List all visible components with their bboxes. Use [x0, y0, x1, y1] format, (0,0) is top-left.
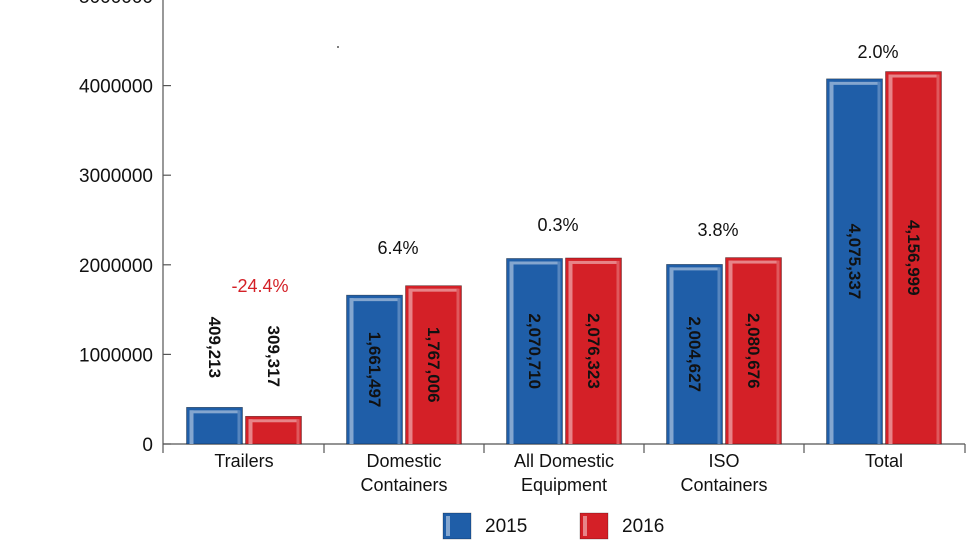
- y-tick-label: 4000000: [79, 77, 153, 98]
- bar-2016: [565, 257, 622, 445]
- bar-highlight-right: [616, 260, 620, 444]
- bar-body: [885, 71, 942, 445]
- bar-highlight-top: [888, 74, 939, 78]
- bar-highlight: [888, 74, 893, 444]
- bar-highlight-right: [936, 74, 940, 444]
- stray-dot: [337, 46, 339, 48]
- bar-body: [725, 257, 782, 445]
- value-label: 2,070,710: [525, 313, 544, 389]
- bar-highlight: [349, 298, 354, 444]
- value-label: 2,080,676: [744, 313, 763, 389]
- change-label: -24.4%: [231, 276, 288, 296]
- category-label: Total: [865, 451, 903, 471]
- bar-highlight-top: [669, 267, 720, 271]
- bar-body: [666, 264, 723, 445]
- legend-item-2015: 2015: [442, 512, 527, 540]
- bar-highlight: [189, 410, 194, 444]
- bar-highlight: [829, 81, 834, 445]
- bar-2015: [826, 78, 883, 445]
- bar-highlight-top: [408, 288, 459, 292]
- bar-highlight: [248, 419, 253, 444]
- bar-highlight-right: [776, 260, 780, 444]
- bar-body: [405, 285, 462, 445]
- bar-2016: [405, 285, 462, 445]
- category-label: Trailers: [214, 451, 273, 471]
- bar-2016: [725, 257, 782, 445]
- value-label: 2,004,627: [685, 316, 704, 392]
- y-tick-label: 1000000: [79, 345, 153, 366]
- value-label: 409,213: [205, 317, 224, 378]
- y-tick-label: 3000000: [79, 166, 153, 187]
- change-label: 0.3%: [537, 215, 578, 235]
- bar-body: [346, 294, 403, 445]
- bar-2015: [666, 264, 723, 445]
- bar-highlight-right: [397, 298, 401, 444]
- chart-legend: 2015 2016: [442, 512, 664, 540]
- bar-highlight-right: [557, 261, 561, 444]
- bar-highlight: [568, 260, 573, 444]
- category-label: ISO Containers: [680, 451, 767, 495]
- legend-item-2016: 2016: [579, 512, 664, 540]
- bar-highlight: [669, 267, 674, 444]
- legend-swatch-highlight: [583, 516, 587, 536]
- y-tick-label: 5000000: [79, 0, 153, 8]
- legend-swatch-highlight: [446, 516, 450, 536]
- bar-highlight-right: [456, 288, 460, 444]
- bar-2016: [885, 71, 942, 445]
- y-tick-label: 2000000: [79, 256, 153, 277]
- bar-highlight: [509, 261, 514, 444]
- legend-label: 2015: [485, 516, 527, 537]
- bar-highlight-right: [717, 267, 721, 444]
- legend-label: 2016: [622, 516, 664, 537]
- y-tick-label: 0: [142, 435, 153, 456]
- bar-highlight-top: [728, 260, 779, 264]
- value-label: 2,076,323: [584, 313, 603, 389]
- chart-bars: [186, 71, 942, 445]
- bar-2015: [186, 407, 243, 445]
- bar-body: [506, 258, 563, 445]
- bar-body: [826, 78, 883, 445]
- value-label: 1,767,006: [424, 327, 443, 403]
- category-label: All Domestic Equipment: [514, 451, 614, 495]
- change-label: 3.8%: [697, 220, 738, 240]
- bar-2016: [245, 415, 302, 445]
- category-label: Domestic Containers: [360, 451, 447, 495]
- value-label: 309,317: [264, 326, 283, 387]
- bar-highlight-top: [509, 261, 560, 265]
- value-label: 1,661,497: [365, 332, 384, 408]
- bar-highlight-right: [296, 419, 300, 444]
- bar-highlight-right: [237, 410, 241, 444]
- change-label: 2.0%: [857, 42, 898, 62]
- bar-2015: [346, 294, 403, 445]
- bar-highlight-top: [189, 410, 240, 414]
- chart-labels: 409,213 1,661,497 2,070,710 2,004,627 4,075,…: [205, 42, 923, 407]
- value-label: 4,075,337: [845, 224, 864, 300]
- change-label: 6.4%: [377, 238, 418, 258]
- bar-highlight-top: [829, 81, 880, 85]
- bar-highlight: [728, 260, 733, 444]
- chart-axes: 0 1000000 2000000 3000000 4000000 5000000 Trai…: [79, 0, 966, 495]
- bar-highlight-top: [568, 260, 619, 264]
- bar-body: [565, 257, 622, 445]
- bar-highlight-right: [877, 81, 881, 445]
- bar-body: [186, 407, 243, 445]
- bar-2015: [506, 258, 563, 445]
- bar-highlight: [408, 288, 413, 444]
- bar-highlight-top: [248, 419, 299, 423]
- value-label: 4,156,999: [904, 220, 923, 296]
- bar-highlight-top: [349, 298, 400, 302]
